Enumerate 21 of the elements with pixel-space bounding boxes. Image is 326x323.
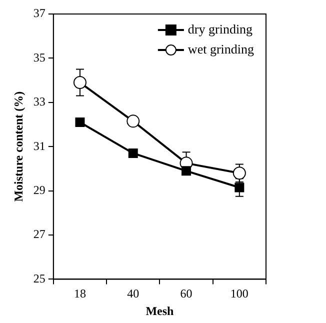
legend-label: dry grinding [188,21,254,36]
legend-label: wet grinding [188,41,254,56]
point [182,166,192,176]
y-tick-label: 33 [33,94,46,109]
point [73,76,86,90]
x-tick-label: 60 [180,286,192,301]
point [75,118,85,128]
x-tick-label: 100 [230,286,248,301]
y-tick-label: 31 [33,138,46,153]
point [232,166,246,180]
y-tick-label: 35 [33,50,46,64]
y-axis-title: Moisture content (%) [11,91,26,202]
y-tick-label: 27 [33,227,46,242]
y-tick-label: 25 [33,271,46,286]
y-tick-label: 37 [33,6,46,20]
x-axis-title: Mesh [146,304,174,318]
x-tick-label: 40 [127,286,140,301]
point [234,182,244,192]
x-tick-label: 18 [74,286,86,301]
y-tick-label: 29 [33,182,46,197]
point [128,148,138,158]
